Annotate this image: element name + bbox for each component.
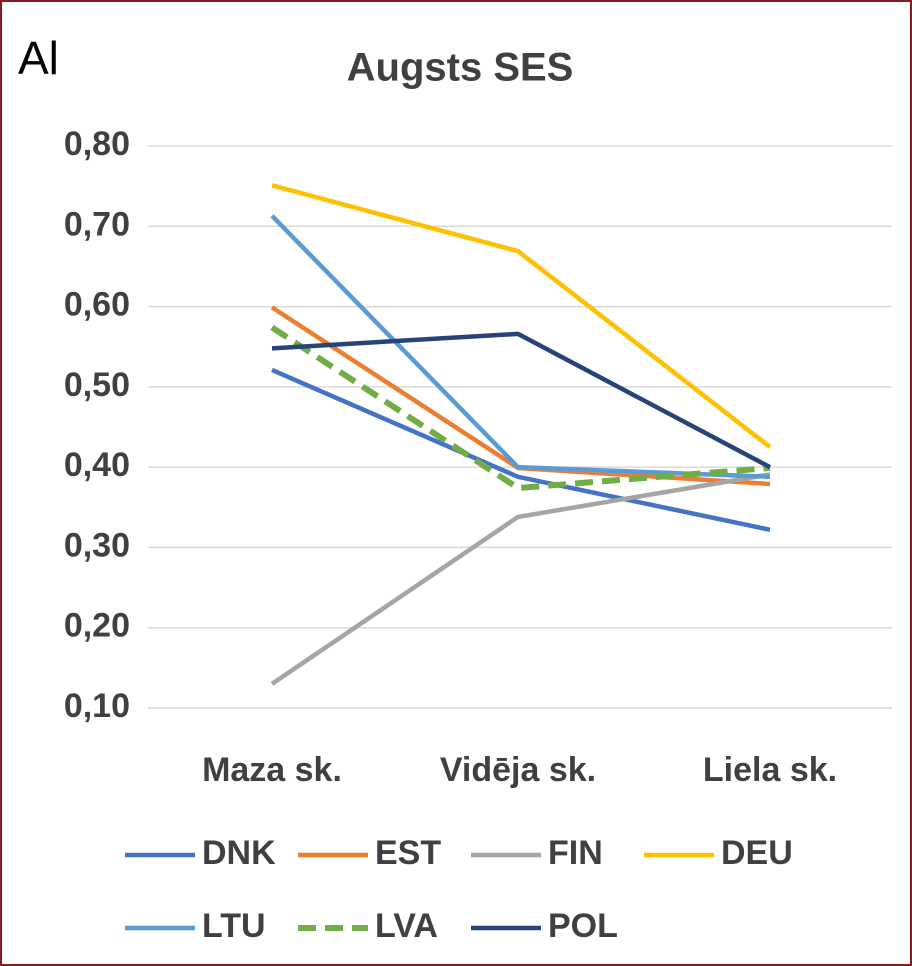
legend-label: DNK bbox=[202, 834, 276, 872]
y-tick-label: 0,70 bbox=[64, 205, 130, 243]
legend-label: EST bbox=[375, 834, 441, 872]
x-tick-label: Liela sk. bbox=[703, 751, 837, 789]
x-tick-label: Maza sk. bbox=[202, 751, 342, 789]
y-tick-label: 0,50 bbox=[64, 366, 130, 404]
series-line bbox=[270, 472, 771, 686]
annotation: Al bbox=[18, 32, 59, 84]
y-tick-label: 0,20 bbox=[64, 607, 130, 645]
y-tick-label: 0,40 bbox=[64, 446, 130, 484]
legend-label: LTU bbox=[202, 907, 266, 945]
series-line bbox=[271, 183, 772, 449]
y-tick-label: 0,30 bbox=[64, 526, 130, 564]
series-line bbox=[270, 324, 771, 492]
legend-label: POL bbox=[548, 907, 618, 945]
x-tick-label: Vidēja sk. bbox=[440, 751, 596, 789]
legend-label: LVA bbox=[375, 907, 438, 945]
chart-title: Augsts SES bbox=[347, 46, 574, 90]
series-line bbox=[271, 331, 772, 470]
y-tick-label: 0,80 bbox=[64, 125, 130, 163]
legend-label: DEU bbox=[721, 834, 793, 872]
legend-label: FIN bbox=[548, 834, 603, 872]
y-tick-label: 0,60 bbox=[64, 286, 130, 324]
series-line bbox=[271, 367, 771, 532]
y-tick-label: 0,10 bbox=[64, 687, 130, 725]
